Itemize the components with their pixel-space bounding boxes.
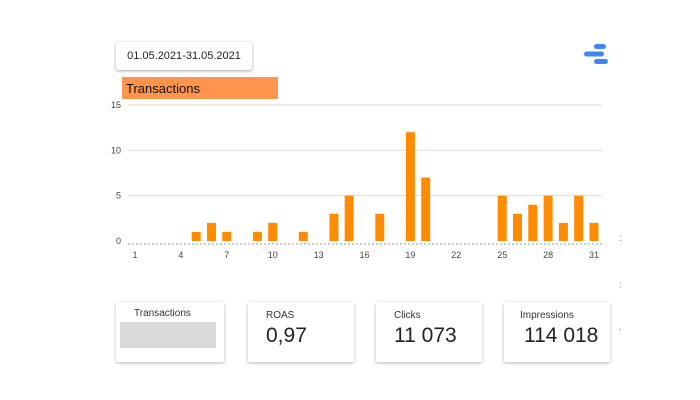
scorecard-impressions[interactable]: Impressions 114 018 (504, 302, 610, 362)
x-tick-label: 28 (543, 250, 553, 260)
scorecard-value: 0,97 (266, 324, 307, 347)
scorecard-value: 11 073 (394, 324, 457, 347)
y-tick-label: 15 (111, 100, 121, 110)
bar[interactable] (222, 231, 232, 241)
x-tick-label: 19 (405, 250, 415, 260)
edge-mark: : (619, 233, 622, 244)
x-tick-label: 13 (314, 250, 324, 260)
scorecard-roas[interactable]: ROAS 0,97 (248, 302, 354, 362)
x-tick-label: 25 (497, 250, 507, 260)
scorecard-label: Clicks (394, 310, 421, 321)
bar[interactable] (497, 195, 507, 241)
x-tick-label: 22 (451, 250, 461, 260)
x-tick-label: 4 (178, 250, 183, 260)
bar[interactable] (191, 231, 201, 241)
x-tick-label: 10 (268, 250, 278, 260)
bar[interactable] (252, 231, 262, 241)
scorecard-transactions[interactable]: Transactions (116, 302, 224, 362)
bar[interactable] (344, 195, 354, 241)
x-tick-label: 7 (224, 250, 229, 260)
bar[interactable] (207, 222, 216, 241)
edge-mark: . (619, 322, 622, 333)
y-tick-label: 10 (111, 145, 121, 155)
scorecard-label: ROAS (266, 310, 295, 321)
bar[interactable] (574, 195, 584, 241)
bar[interactable] (268, 222, 278, 241)
bar[interactable] (375, 213, 385, 241)
x-tick-label: 31 (589, 250, 599, 260)
bar[interactable] (329, 213, 339, 241)
bar[interactable] (528, 204, 538, 241)
bar[interactable] (589, 222, 599, 241)
bar[interactable] (543, 195, 553, 241)
x-tick-label: 16 (359, 250, 369, 260)
y-tick-label: 5 (116, 191, 121, 201)
date-range-picker[interactable]: 01.05.2021-31.05.2021 (116, 42, 252, 70)
bar[interactable] (513, 213, 522, 241)
scorecard-label: Transactions (134, 308, 191, 319)
scorecard-value: 114 018 (524, 324, 599, 347)
chart-title: Transactions (122, 77, 278, 99)
bar[interactable] (405, 132, 415, 241)
scorecard-label: Impressions (520, 310, 574, 321)
scorecard-clicks[interactable]: Clicks 11 073 (376, 302, 482, 362)
x-tick-label: 1 (132, 250, 137, 260)
bar[interactable] (421, 177, 431, 241)
edge-mark: : (619, 280, 622, 291)
bar[interactable] (558, 222, 568, 241)
bar[interactable] (298, 231, 308, 241)
data-studio-logo-icon (584, 44, 608, 64)
y-tick-label: 0 (116, 236, 121, 246)
scorecard-loading-placeholder (120, 322, 216, 348)
